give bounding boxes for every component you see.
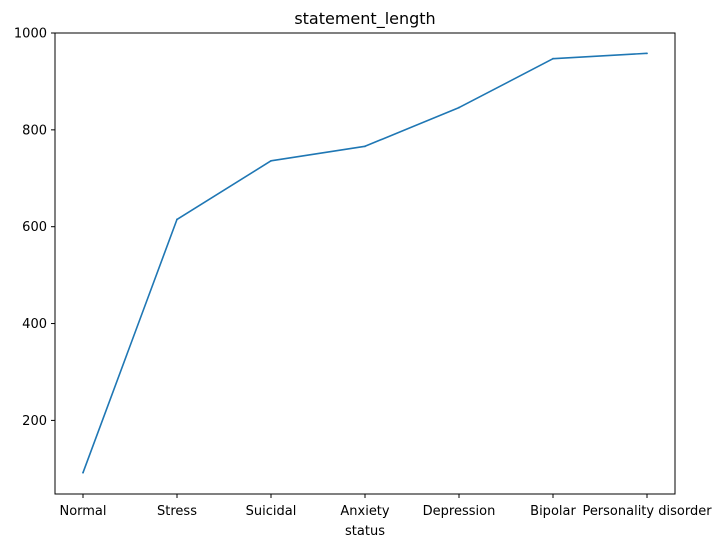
series-layer xyxy=(82,52,648,474)
y-axis: 200 400 600 800 1000 xyxy=(14,27,55,429)
chart-title: statement_length xyxy=(294,9,435,29)
y-tick-label: 600 xyxy=(22,220,47,235)
y-tick-label: 800 xyxy=(22,123,47,138)
data-point xyxy=(270,159,272,162)
data-point xyxy=(458,106,460,109)
series-line xyxy=(82,52,648,473)
x-tick-label: Stress xyxy=(157,504,197,519)
y-tick-label: 1000 xyxy=(14,27,47,42)
x-tick-label: Bipolar xyxy=(530,504,576,519)
y-tick-label: 200 xyxy=(22,414,47,429)
x-axis-label: status xyxy=(345,524,385,539)
x-axis: Normal Stress Suicidal Anxiety Depression Bip… xyxy=(59,494,712,519)
x-tick-label: Suicidal xyxy=(246,504,297,519)
data-point xyxy=(176,218,178,221)
data-point xyxy=(364,145,366,148)
data-point xyxy=(646,52,648,55)
data-point xyxy=(552,57,554,60)
plot-area-frame xyxy=(54,32,676,495)
x-tick-label: Normal xyxy=(59,504,106,519)
data-point xyxy=(82,471,84,474)
x-tick-label: Personality disorder xyxy=(582,504,712,519)
x-tick-label: Anxiety xyxy=(340,504,390,519)
x-tick-label: Depression xyxy=(423,504,496,519)
y-tick-label: 400 xyxy=(22,317,47,332)
